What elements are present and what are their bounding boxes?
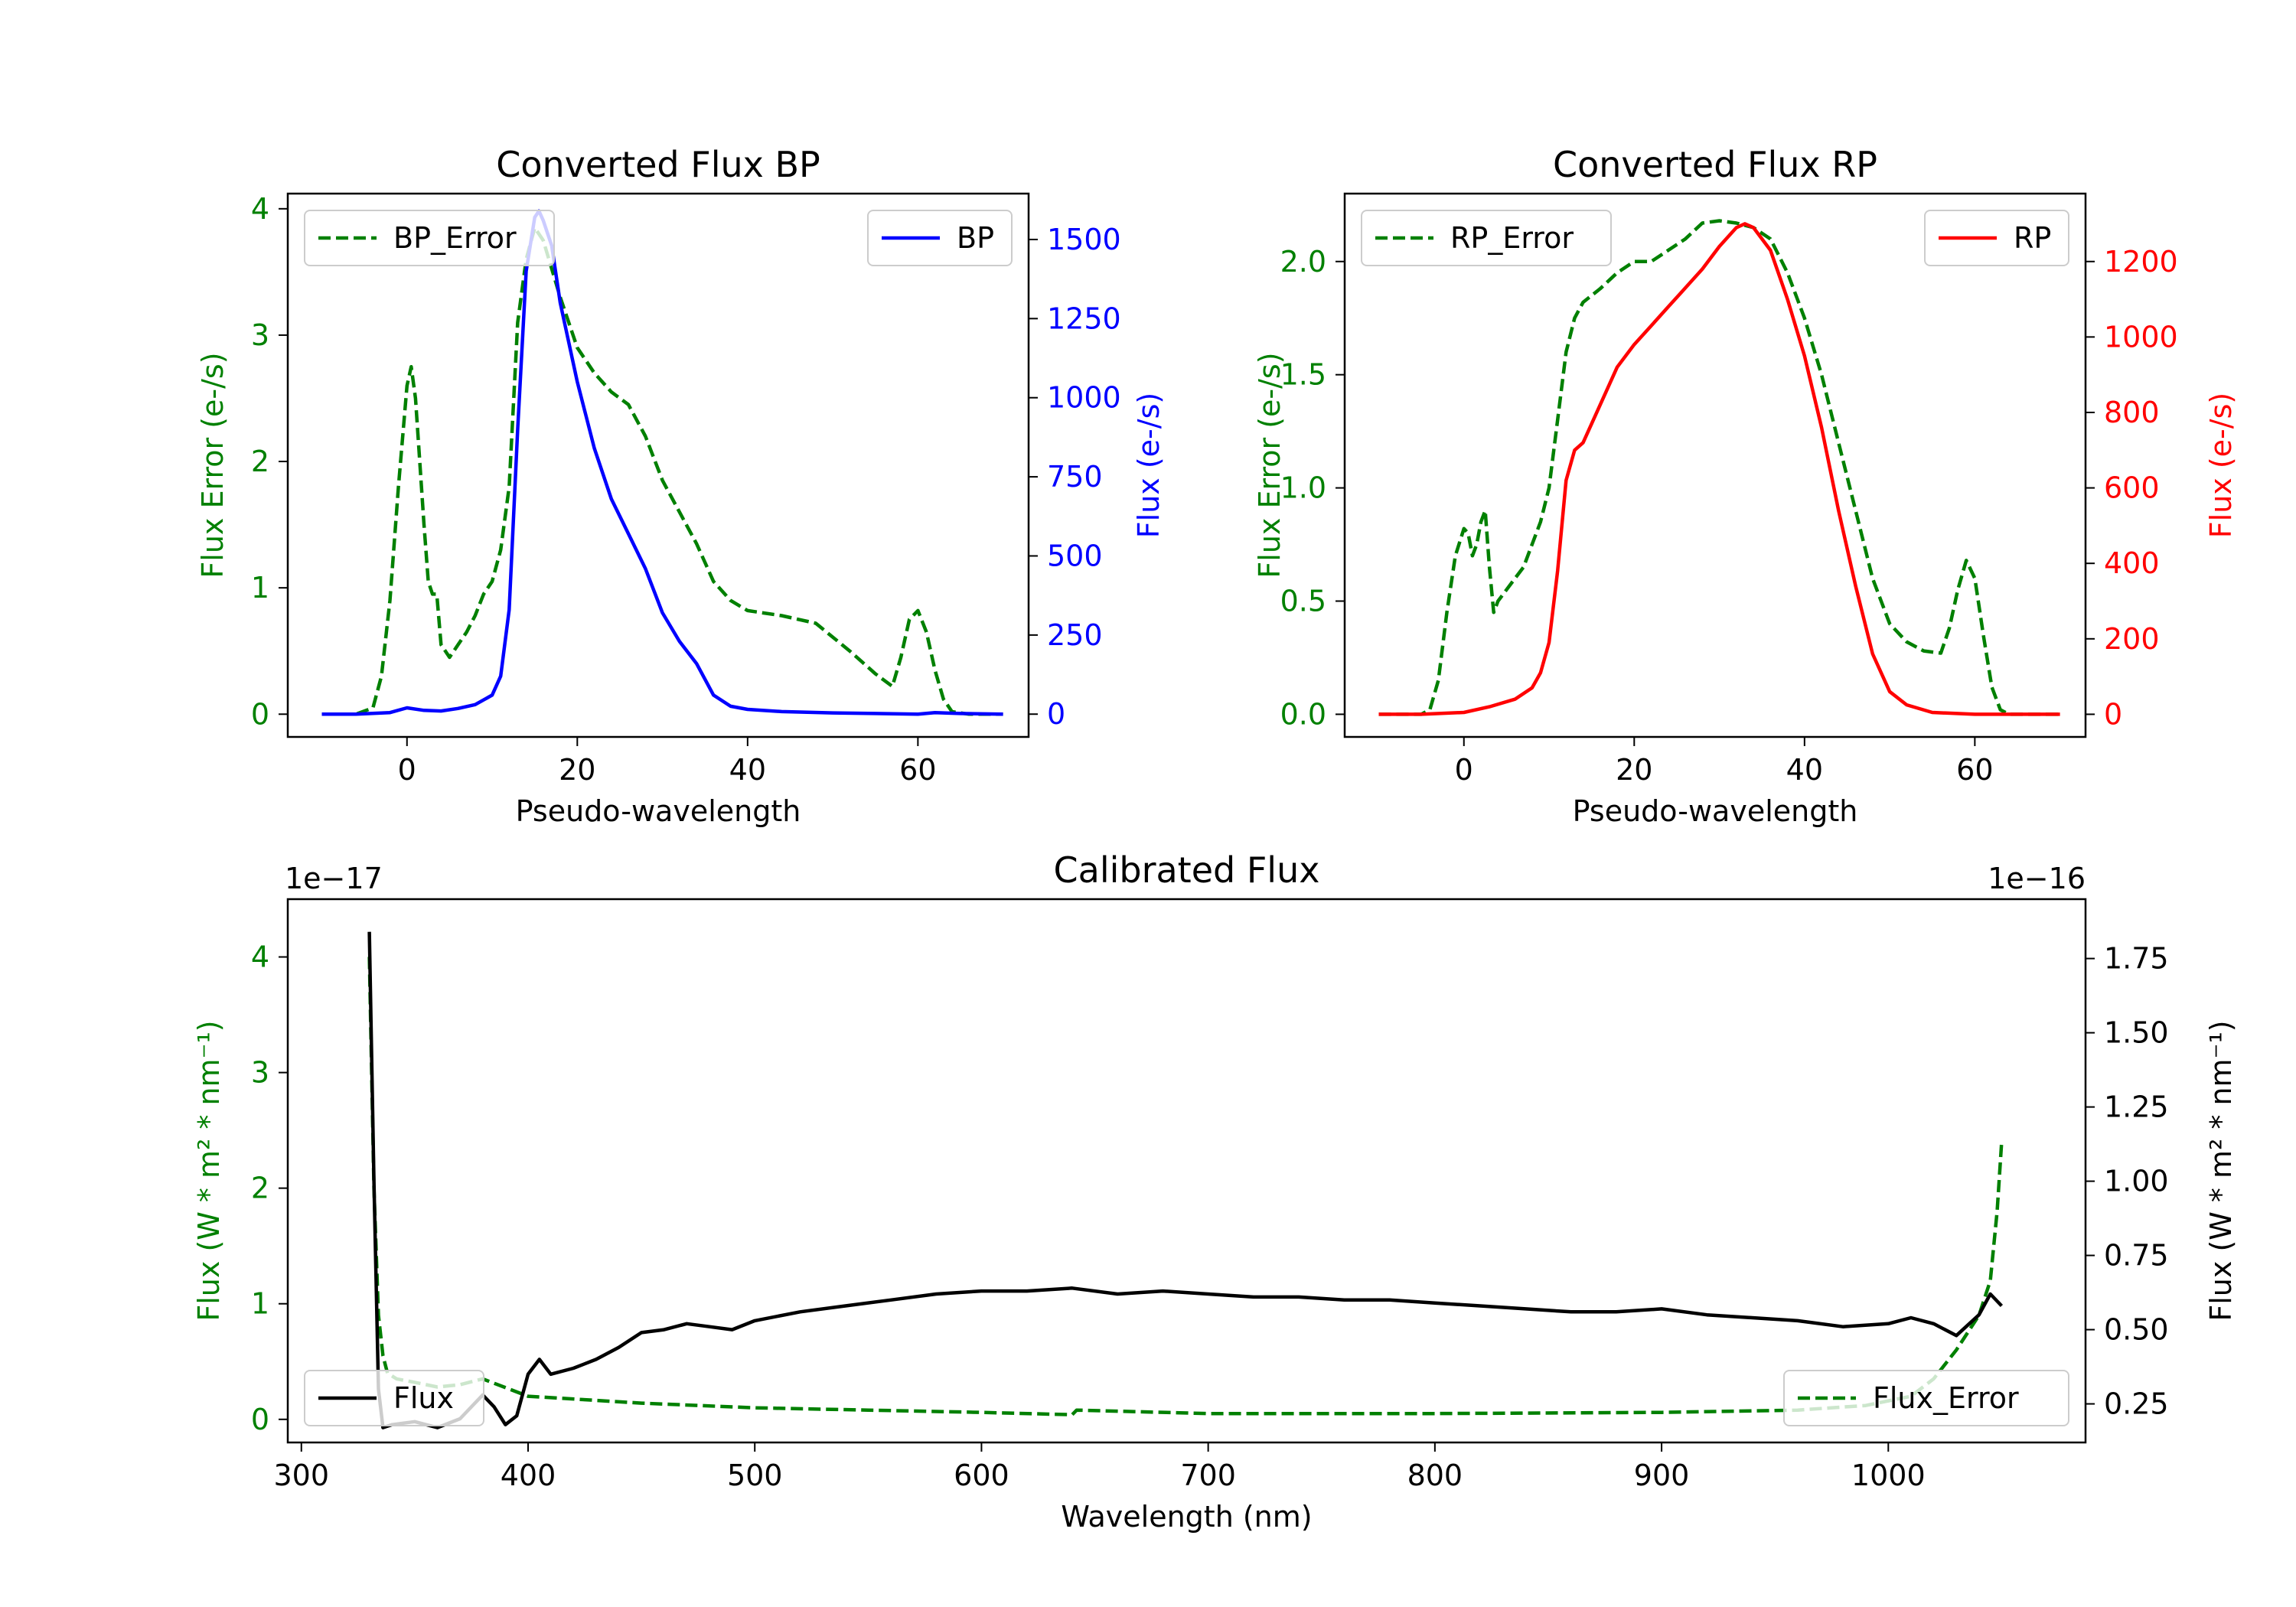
left-tick-label: 0 bbox=[251, 697, 269, 731]
left-tick-label: 0.5 bbox=[1280, 585, 1326, 618]
legend-label: BP bbox=[957, 221, 994, 255]
x-tick-label: 40 bbox=[729, 753, 766, 787]
legend-box bbox=[304, 1370, 484, 1426]
series-group bbox=[367, 931, 2004, 1429]
series-line-bp-error bbox=[321, 226, 1003, 716]
plot-frame bbox=[286, 192, 1030, 738]
x-axis-label: Pseudo-wavelength bbox=[516, 794, 801, 828]
right-tick-label: 0.25 bbox=[2104, 1387, 2169, 1421]
right-tick-label: 0 bbox=[2104, 697, 2122, 731]
left-axis-label: Flux Error (e-/s) bbox=[196, 352, 230, 578]
right-tick-label: 1.50 bbox=[2104, 1016, 2169, 1050]
right-tick-label: 1.25 bbox=[2104, 1090, 2169, 1124]
x-tick-label: 900 bbox=[1634, 1459, 1690, 1492]
chart-rp: 0 20 40 60 0.0 0.5 1.0 1.5 2.0 0 200 400 600 800 1000 1… bbox=[1253, 144, 2238, 828]
series-line-bp bbox=[321, 209, 1003, 716]
left-axis-label: Flux (W * m² * nm⁻¹) bbox=[192, 1020, 226, 1321]
x-tick-label: 600 bbox=[954, 1459, 1009, 1492]
chart-title: Converted Flux BP bbox=[496, 144, 820, 185]
right-tick-label: 1250 bbox=[1047, 302, 1121, 335]
left-axis-label: Flux Error (e-/s) bbox=[1253, 352, 1287, 578]
x-axis-label: Pseudo-wavelength bbox=[1573, 794, 1858, 828]
right-axis-label: Flux (W * m² * nm⁻¹) bbox=[2204, 1020, 2238, 1321]
series-line-rp-error bbox=[1378, 219, 2060, 716]
x-tick-label: 700 bbox=[1180, 1459, 1236, 1492]
left-tick-label: 4 bbox=[251, 192, 269, 226]
left-tick-label: 1.5 bbox=[1280, 358, 1326, 392]
x-tick-label: 300 bbox=[274, 1459, 330, 1492]
left-tick-label: 1.0 bbox=[1280, 471, 1326, 505]
right-tick-label: 0 bbox=[1047, 697, 1065, 731]
right-tick-label: 1000 bbox=[2104, 320, 2178, 354]
right-tick-label: 600 bbox=[2104, 471, 2160, 505]
legend-label: RP bbox=[2014, 221, 2051, 255]
legend-flux-error: Flux_Error bbox=[1783, 1370, 2069, 1426]
series-group bbox=[321, 209, 1003, 716]
x-tick-label: 60 bbox=[1956, 753, 1993, 787]
left-tick-label: 0 bbox=[251, 1403, 269, 1436]
right-tick-label: 1.75 bbox=[2104, 942, 2169, 976]
legend-rp: RP bbox=[1924, 210, 2069, 266]
plot-frame bbox=[286, 898, 2087, 1444]
left-tick-label: 2 bbox=[251, 1172, 269, 1205]
x-tick-label: 0 bbox=[398, 753, 416, 787]
legend-box bbox=[1783, 1370, 2069, 1426]
chart-title: Converted Flux RP bbox=[1553, 144, 1877, 185]
legend-label: Flux_Error bbox=[1873, 1381, 2019, 1415]
legend-flux: Flux bbox=[304, 1370, 484, 1426]
right-tick-label: 1200 bbox=[2104, 245, 2178, 279]
left-tick-label: 2.0 bbox=[1280, 245, 1326, 279]
series-line-rp bbox=[1378, 222, 2060, 716]
legend-label: Flux bbox=[393, 1381, 454, 1415]
right-tick-label: 500 bbox=[1047, 539, 1103, 572]
legend-bp: BP bbox=[867, 210, 1013, 266]
x-tick-label: 60 bbox=[899, 753, 936, 787]
left-tick-label: 3 bbox=[251, 1056, 269, 1090]
legend-box bbox=[304, 210, 555, 266]
legend-bp-error: BP_Error bbox=[304, 210, 555, 266]
right-tick-label: 1500 bbox=[1047, 223, 1121, 256]
right-tick-label: 0.75 bbox=[2104, 1239, 2169, 1273]
legend-rp-error: RP_Error bbox=[1361, 210, 1612, 266]
plot-frame bbox=[1343, 192, 2087, 738]
right-tick-label: 1000 bbox=[1047, 381, 1121, 415]
legend-box bbox=[1361, 210, 1612, 266]
x-tick-label: 500 bbox=[727, 1459, 783, 1492]
x-tick-label: 400 bbox=[501, 1459, 556, 1492]
chart-title: Calibrated Flux bbox=[1054, 849, 1320, 891]
legend-label: RP_Error bbox=[1450, 221, 1574, 255]
left-tick-label: 2 bbox=[251, 445, 269, 478]
series-line-flux bbox=[367, 931, 2004, 1429]
x-tick-label: 0 bbox=[1455, 753, 1473, 787]
x-tick-label: 20 bbox=[559, 753, 595, 787]
right-tick-label: 250 bbox=[1047, 618, 1103, 652]
right-offset-text: 1e−16 bbox=[1988, 862, 2086, 895]
x-tick-label: 1000 bbox=[1851, 1459, 1926, 1492]
right-tick-label: 750 bbox=[1047, 460, 1103, 494]
left-tick-label: 4 bbox=[251, 940, 269, 974]
right-tick-label: 200 bbox=[2104, 622, 2160, 656]
series-line-flux-error bbox=[367, 957, 2004, 1416]
legend-label: BP_Error bbox=[393, 221, 517, 255]
left-tick-label: 1 bbox=[251, 1287, 269, 1321]
left-offset-text: 1e−17 bbox=[285, 862, 383, 895]
series-group bbox=[1378, 219, 2060, 716]
left-tick-label: 1 bbox=[251, 571, 269, 605]
left-tick-label: 0.0 bbox=[1280, 697, 1326, 731]
x-tick-label: 20 bbox=[1616, 753, 1652, 787]
left-tick-label: 3 bbox=[251, 318, 269, 352]
right-tick-label: 1.00 bbox=[2104, 1165, 2169, 1198]
right-axis-label: Flux (e-/s) bbox=[1132, 393, 1166, 538]
right-tick-label: 400 bbox=[2104, 546, 2160, 580]
x-tick-label: 800 bbox=[1407, 1459, 1463, 1492]
right-tick-label: 800 bbox=[2104, 396, 2160, 429]
right-axis-label: Flux (e-/s) bbox=[2204, 393, 2238, 538]
chart-bp: 0 20 40 60012340250500750100012501500Conver… bbox=[196, 144, 1166, 828]
x-tick-label: 40 bbox=[1786, 753, 1823, 787]
chart-cal: 300 400 500 600 700 800 900 1000 0 1 2 3 4 0.25 0.50 0.… bbox=[192, 849, 2238, 1534]
right-tick-label: 0.50 bbox=[2104, 1313, 2169, 1347]
x-axis-label: Wavelength (nm) bbox=[1061, 1500, 1312, 1534]
